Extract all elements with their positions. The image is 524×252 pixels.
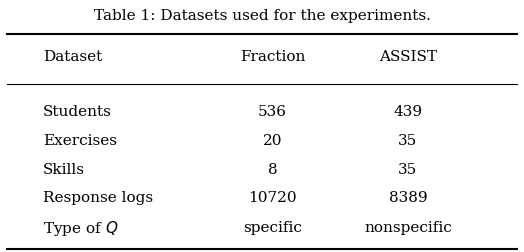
Text: 20: 20 — [263, 134, 282, 148]
Text: ASSIST: ASSIST — [379, 50, 437, 65]
Text: 439: 439 — [394, 105, 422, 119]
Text: Exercises: Exercises — [43, 134, 117, 148]
Text: Fraction: Fraction — [240, 50, 305, 65]
Text: Dataset: Dataset — [43, 50, 102, 65]
Text: 35: 35 — [398, 134, 418, 148]
Text: 8: 8 — [268, 163, 277, 177]
Text: Skills: Skills — [43, 163, 85, 177]
Text: 35: 35 — [398, 163, 418, 177]
Text: specific: specific — [243, 221, 302, 235]
Text: nonspecific: nonspecific — [364, 221, 452, 235]
Text: Type of $Q$: Type of $Q$ — [43, 219, 118, 238]
Text: 536: 536 — [258, 105, 287, 119]
Text: 10720: 10720 — [248, 191, 297, 205]
Text: 8389: 8389 — [389, 191, 427, 205]
Text: Table 1: Datasets used for the experiments.: Table 1: Datasets used for the experimen… — [94, 9, 430, 23]
Text: Students: Students — [43, 105, 112, 119]
Text: Response logs: Response logs — [43, 191, 153, 205]
